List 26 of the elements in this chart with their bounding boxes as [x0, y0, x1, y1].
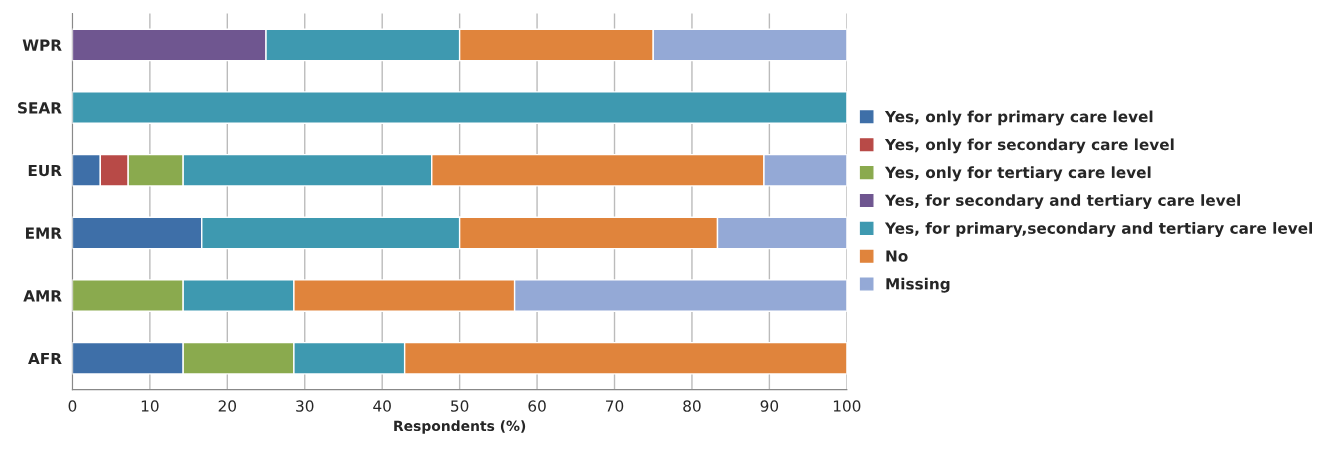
y-tick-label: EUR [28, 164, 62, 177]
y-tick-label: EMR [26, 227, 62, 239]
x-tick-label: 50 [451, 400, 469, 412]
legend-label: Yes, for primary,secondary and tertiary care level [884, 222, 1313, 237]
x-tick-label: 100 [833, 400, 861, 412]
legend-label: No [886, 250, 908, 262]
x-axis-title: Respondents (%) [394, 420, 526, 434]
y-tick-label: WPR [22, 39, 62, 51]
x-tick-label: 20 [218, 400, 237, 412]
x-tick-label: 90 [760, 400, 779, 412]
x-tick-label: 40 [373, 400, 391, 412]
bar [72, 91, 847, 124]
x-tick-label: 30 [296, 400, 314, 412]
x-tick-label: 60 [528, 400, 546, 412]
x-tick-label: 10 [141, 400, 159, 412]
legend-label: Yes, only for tertiary care level [884, 166, 1151, 182]
x-tick-label: 0 [68, 400, 77, 412]
x-tick-label: 80 [683, 400, 701, 412]
y-tick-label: AMR [23, 290, 62, 302]
legend-label: Missing [886, 277, 950, 293]
legend-label: Yes, for secondary and tertiary care level [884, 194, 1240, 210]
y-tick-label: AFR [28, 352, 62, 365]
legend-label: Yes, only for primary care level [884, 110, 1153, 126]
legend-label: Yes, only for secondary care level [884, 138, 1174, 154]
y-tick-label: SEAR [18, 102, 62, 114]
x-tick-label: 70 [606, 400, 624, 412]
